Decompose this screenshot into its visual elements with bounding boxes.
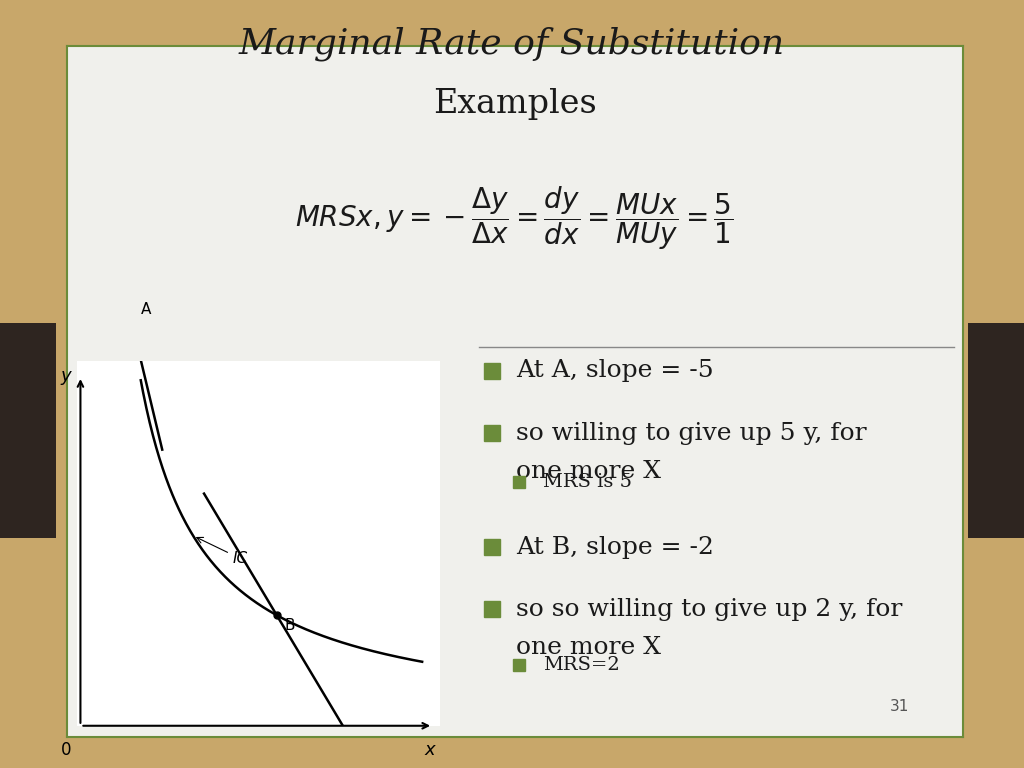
Text: IC: IC [197,538,248,566]
Text: x: x [424,741,435,759]
Text: $\mathit{MRSx},\mathit{y} = -\dfrac{\Delta y}{\Delta x}= \dfrac{dy}{dx} = \dfrac: $\mathit{MRSx},\mathit{y} = -\dfrac{\Del… [295,184,734,252]
Text: 31: 31 [890,699,909,713]
Text: Examples: Examples [433,88,596,120]
Text: At A, slope = -5: At A, slope = -5 [516,359,714,382]
Text: B: B [284,618,295,634]
Text: one more X: one more X [516,460,662,482]
Text: so willing to give up 5 y, for: so willing to give up 5 y, for [516,422,867,445]
Text: y: y [60,367,72,386]
Text: MRS is 5: MRS is 5 [543,472,632,491]
Text: At B, slope = -2: At B, slope = -2 [516,536,714,558]
Text: so so willing to give up 2 y, for: so so willing to give up 2 y, for [516,598,903,621]
Text: MRS=2: MRS=2 [543,656,620,674]
Text: Marginal Rate of Substitution: Marginal Rate of Substitution [239,27,785,61]
Text: one more X: one more X [516,636,662,659]
Text: 0: 0 [60,741,71,759]
Text: A: A [140,303,151,317]
